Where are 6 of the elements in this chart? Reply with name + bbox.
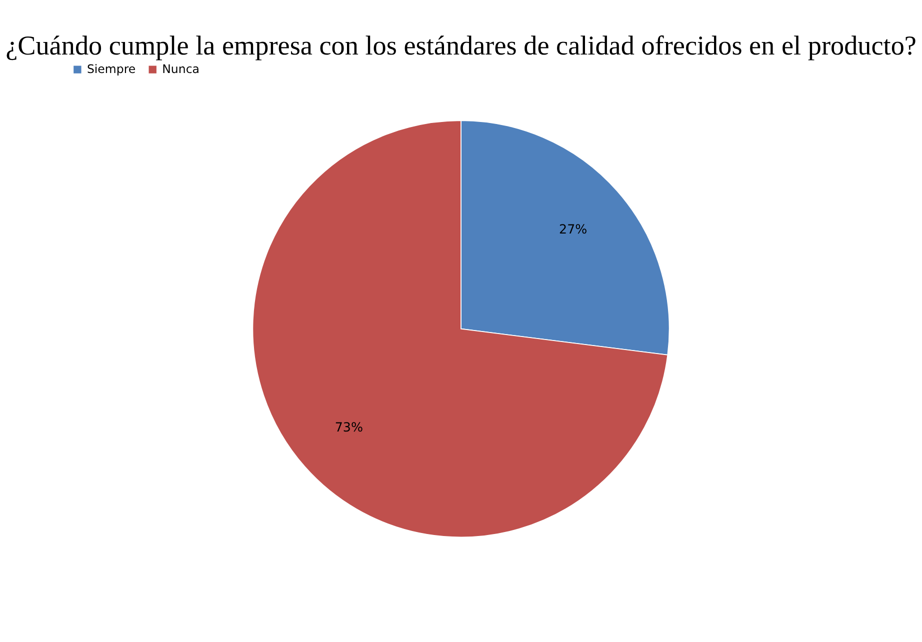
legend-label: Siempre xyxy=(86,62,136,76)
data-label: 27% xyxy=(559,222,588,237)
chart-title: ¿Cuándo cumple la empresa con los estándares de calidad ofrecidos en el producto? xyxy=(6,30,916,60)
data-label: 73% xyxy=(334,419,363,434)
legend-label: Nunca xyxy=(162,62,200,76)
pie-slice xyxy=(252,120,668,538)
